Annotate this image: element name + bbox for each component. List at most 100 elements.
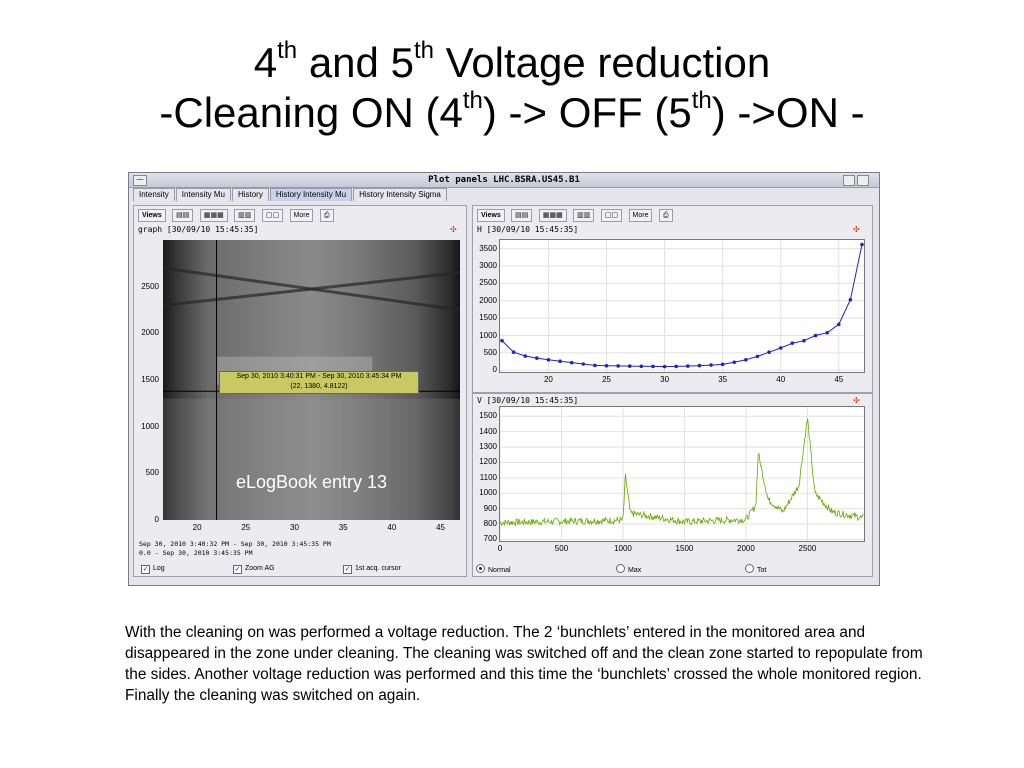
- log-checkbox-box[interactable]: ✓: [141, 565, 150, 574]
- h-data-point: [790, 341, 795, 345]
- close-icon[interactable]: [857, 175, 869, 186]
- h-data-point: [569, 360, 574, 365]
- h-data-point: [546, 358, 551, 362]
- views-button[interactable]: Views: [138, 209, 166, 222]
- h-y-tick: 2000: [479, 295, 497, 305]
- radio-max-dot[interactable]: [616, 564, 625, 573]
- v-y-tick: 900: [483, 503, 497, 513]
- tab-history-intensity-mu[interactable]: History Intensity Mu: [269, 188, 353, 201]
- graph-x-tick: 20: [192, 523, 202, 532]
- h-plot-area[interactable]: [499, 239, 865, 373]
- slide-caption: With the cleaning on was performed a vol…: [125, 624, 923, 704]
- views-button-right[interactable]: Views: [477, 209, 505, 222]
- graph-header: graph [30/09/10 15:45:35]: [138, 225, 259, 234]
- h-y-tick: 3500: [479, 243, 497, 253]
- radio-normal[interactable]: Normal: [476, 564, 511, 575]
- more-button[interactable]: More: [289, 209, 314, 222]
- h-data-point: [836, 322, 841, 327]
- h-y-tick: 1000: [479, 330, 497, 340]
- h-toolbar: Views ▤▤ ▦▦▦ ▥▥ ▢▢ More ⎙: [477, 209, 675, 222]
- tab-bar: Intensity Intensity Mu History History Inte…: [133, 188, 448, 202]
- h-data-point: [581, 362, 586, 366]
- v-y-tick: 1000: [479, 488, 497, 498]
- first-acq-cursor-checkbox[interactable]: ✓ 1st acq. cursor: [343, 565, 401, 574]
- h-data-point: [593, 363, 597, 368]
- zoom-ag-checkbox-box[interactable]: ✓: [233, 565, 242, 574]
- layout-button-r4[interactable]: ▢▢: [600, 209, 623, 222]
- layout-button-3[interactable]: ▥▥: [234, 209, 256, 222]
- cursor-tooltip: Sep 30, 2010 3:40:31 PM - Sep 30, 2010 3…: [219, 371, 419, 394]
- layout-button-1[interactable]: ▤▤: [172, 209, 194, 222]
- graph-x-tick: 40: [387, 523, 397, 532]
- elogbook-overlay: eLogBook entry 13: [235, 472, 388, 492]
- h-x-tick: 25: [602, 375, 611, 384]
- h-data-point: [767, 350, 771, 354]
- h-header: H [30/09/10 15:45:35]: [477, 225, 579, 234]
- window-menu-icon[interactable]: —: [133, 175, 147, 186]
- more-button-right[interactable]: More: [628, 209, 653, 222]
- zoom-ag-checkbox[interactable]: ✓ Zoom AG: [233, 565, 275, 574]
- h-y-tick: 3000: [479, 261, 497, 271]
- window-titlebar[interactable]: — Plot panels LHC.BSRA.US45.B1: [129, 173, 879, 188]
- h-data-point: [686, 364, 690, 368]
- graph-y-tick: 1500: [141, 375, 159, 384]
- layout-button-r3[interactable]: ▥▥: [573, 209, 595, 222]
- radio-max[interactable]: Max: [616, 564, 641, 575]
- status-line-1: Sep 30, 2010 3:40:32 PM - Sep 30, 2010 3…: [139, 540, 331, 548]
- h-data-point: [535, 356, 539, 360]
- h-data-point: [825, 330, 829, 335]
- refresh-icon[interactable]: ✣: [450, 225, 457, 234]
- tab-intensity[interactable]: Intensity: [133, 188, 175, 201]
- h-data-point: [674, 364, 678, 369]
- graph-heatmap[interactable]: [163, 240, 460, 520]
- radio-tot[interactable]: Tot: [745, 564, 766, 575]
- v-x-tick: 1000: [614, 544, 632, 553]
- lower-region: [163, 398, 460, 520]
- h-data-point: [732, 360, 737, 365]
- v-plot-area[interactable]: [499, 406, 865, 542]
- h-chart-svg: [500, 240, 864, 372]
- graph-x-tick: 45: [436, 523, 445, 532]
- v-y-tick: 1200: [479, 457, 497, 467]
- layout-button-r1[interactable]: ▤▤: [511, 209, 533, 222]
- h-y-tick: 0: [492, 365, 497, 375]
- tab-intensity-mu[interactable]: Intensity Mu: [175, 188, 231, 201]
- h-data-point: [778, 346, 783, 350]
- v-y-tick: 1400: [479, 426, 497, 436]
- v-y-tick: 800: [483, 519, 497, 529]
- refresh-icon-h[interactable]: ✣: [853, 225, 860, 234]
- refresh-icon-v[interactable]: ✣: [853, 396, 860, 405]
- h-y-tick: 500: [483, 347, 497, 357]
- graph-x-tick: 25: [241, 523, 251, 532]
- minimize-icon[interactable]: [843, 175, 855, 186]
- v-x-tick: 1500: [675, 544, 694, 553]
- v-header: V [30/09/10 15:45:35]: [477, 396, 579, 405]
- h-data-point: [558, 359, 562, 364]
- v-series-line: [499, 418, 865, 527]
- h-x-tick: 20: [543, 375, 553, 384]
- layout-button-4[interactable]: ▢▢: [261, 209, 284, 222]
- h-x-tick: 45: [834, 375, 844, 384]
- log-checkbox[interactable]: ✓ Log: [141, 565, 165, 574]
- layout-button-2[interactable]: ▦▦▦: [199, 209, 228, 222]
- radio-tot-dot[interactable]: [745, 564, 754, 573]
- h-data-point: [860, 242, 864, 247]
- graph-y-tick: 500: [145, 468, 159, 478]
- h-x-tick: 30: [660, 375, 670, 384]
- tab-history[interactable]: History: [231, 188, 269, 201]
- radio-normal-dot[interactable]: [476, 564, 485, 573]
- slide-title: 4th and 5th Voltage reduction -Cleaning …: [0, 38, 1024, 138]
- title-line-2: -Cleaning ON (4th) -> OFF (5th) ->ON -: [159, 87, 865, 137]
- first-acq-checkbox-box[interactable]: ✓: [343, 565, 352, 574]
- h-data-point: [604, 363, 609, 368]
- h-data-point: [651, 364, 655, 369]
- export-icon-right[interactable]: ⎙: [658, 209, 673, 222]
- layout-button-r2[interactable]: ▦▦▦: [538, 209, 567, 222]
- graph-y-tick: 2000: [141, 328, 159, 338]
- graph-y-tick: 2500: [141, 281, 159, 291]
- h-data-point: [500, 338, 504, 343]
- v-y-tick: 1300: [479, 442, 497, 452]
- export-icon[interactable]: ⎙: [319, 209, 334, 222]
- tab-history-intensity-sigma[interactable]: History Intensity Sigma: [353, 188, 447, 201]
- h-data-point: [639, 364, 644, 369]
